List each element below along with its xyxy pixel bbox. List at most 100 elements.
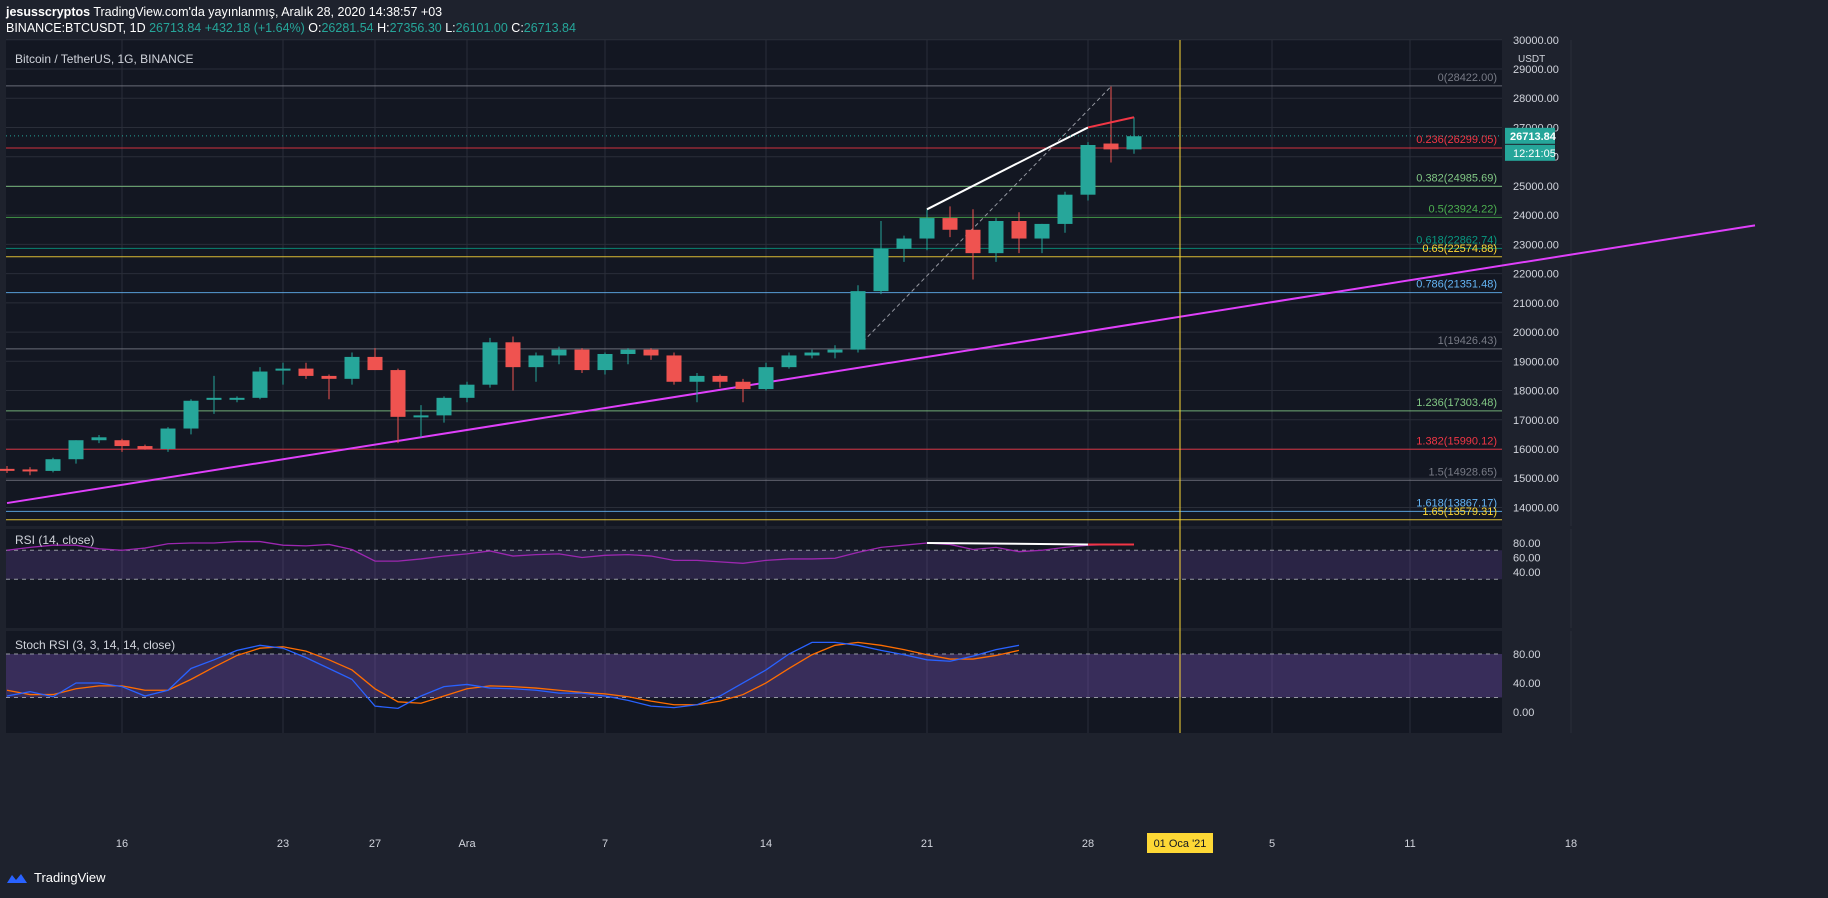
candle-body <box>666 355 682 382</box>
price-tick-label: 16000.00 <box>1513 444 1559 456</box>
price-tick-label: 28000.00 <box>1513 93 1559 105</box>
date-tick-label: 27 <box>369 838 381 850</box>
fib-level-label: 0.65(22574.88) <box>1422 243 1497 255</box>
fib-level-label: 0.5(23924.22) <box>1429 203 1498 215</box>
candle-body <box>413 415 429 418</box>
candle-body <box>22 469 38 472</box>
candle-body <box>988 220 1004 254</box>
candle-body <box>528 355 544 368</box>
date-badge-text: 01 Oca '21 <box>1154 838 1207 850</box>
footer: TradingView <box>6 870 106 885</box>
rsi-tick-label: 80.00 <box>1513 538 1541 550</box>
price-tick-label: 19000.00 <box>1513 356 1559 368</box>
fib-level-label: 1.236(17303.48) <box>1416 397 1497 409</box>
date-tick-label: 11 <box>1404 838 1415 850</box>
candle-body <box>965 229 981 254</box>
header: jesusscryptos TradingView.com'da yayınla… <box>6 4 576 36</box>
price-tick-label: 29000.00 <box>1513 64 1559 76</box>
low-value: 26101.00 <box>455 21 508 35</box>
date-tick-label: 18 <box>1565 838 1577 850</box>
date-tick-label: 16 <box>116 838 128 850</box>
divergence-line-price <box>926 126 1089 211</box>
candle-body <box>206 397 222 400</box>
price-tick-label: 30000.00 <box>1513 35 1559 47</box>
ohlc-line: BINANCE:BTCUSDT, 1D 26713.84 +432.18 (+1… <box>6 20 576 36</box>
last-price-badge <box>1505 127 1555 144</box>
candle-body <box>781 355 797 368</box>
publish-info: jesusscryptos TradingView.com'da yayınla… <box>6 4 576 20</box>
tradingview-logo-icon <box>7 873 27 883</box>
currency-label: USDT <box>1518 54 1545 65</box>
publisher-name[interactable]: jesusscryptos <box>6 5 91 19</box>
candle-body <box>1034 223 1050 239</box>
divergence-line-rsi <box>926 542 1089 546</box>
published-text: TradingView.com'da yayınlanmış, Aralık 2… <box>93 5 443 19</box>
candle-body <box>367 356 383 371</box>
candle-body <box>689 375 705 382</box>
candle-body <box>1057 194 1073 224</box>
candle-body <box>0 468 15 471</box>
open-label: O: <box>308 21 322 35</box>
divergence-line-price-red <box>1087 116 1135 129</box>
candle-body <box>1126 136 1142 150</box>
fib-level-label: 0.786(21351.48) <box>1416 279 1497 291</box>
open-value: 26281.54 <box>321 21 374 35</box>
rsi-title: RSI (14, close) <box>15 533 94 547</box>
date-tick-label: 5 <box>1269 838 1275 850</box>
symbol: BINANCE:BTCUSDT, 1D <box>6 21 146 35</box>
price-tick-label: 24000.00 <box>1513 210 1559 222</box>
price-tick-label: 22000.00 <box>1513 269 1559 281</box>
price-tick-label: 25000.00 <box>1513 181 1559 193</box>
stoch-title: Stoch RSI (3, 3, 14, 14, close) <box>15 638 175 652</box>
stoch-d-line <box>6 641 1020 706</box>
candle-body <box>712 375 728 382</box>
candle-body <box>758 367 774 390</box>
fib-level-label: 0.618(22862.74) <box>1416 234 1497 246</box>
rsi-band <box>6 550 1502 580</box>
candle-body <box>643 349 659 356</box>
support-trendline <box>6 224 1756 505</box>
candle-body <box>574 349 590 371</box>
stoch-k-line <box>6 641 1020 710</box>
candle-body <box>873 248 889 292</box>
candle-body <box>482 342 498 385</box>
rsi-tick-label: 40.00 <box>1513 567 1541 579</box>
date-tick-label: 21 <box>921 838 933 850</box>
low-label: L: <box>445 21 456 35</box>
stoch-tick-label: 80.00 <box>1513 649 1541 661</box>
footer-brand: TradingView <box>34 870 106 885</box>
price-tick-label: 23000.00 <box>1513 239 1559 251</box>
candle-body <box>91 437 107 441</box>
candle-body <box>942 218 958 230</box>
high-value: 27356.30 <box>389 21 442 35</box>
fib-level-label: 0.236(26299.05) <box>1416 134 1497 146</box>
candle-body <box>183 400 199 429</box>
date-tick-label: 7 <box>602 838 608 850</box>
high-label: H: <box>377 21 390 35</box>
fib-level-label: 1.618(13867.17) <box>1416 497 1497 509</box>
candle-body <box>551 349 567 356</box>
price-pane <box>6 40 1502 526</box>
candle-body <box>804 352 820 356</box>
close-label: C: <box>511 21 524 35</box>
date-tick-label: Ara <box>458 838 476 850</box>
candle-body <box>45 459 61 471</box>
countdown-badge-text: 12:21:05 <box>1513 148 1556 160</box>
fib-anchor-dashed-line <box>857 86 1112 348</box>
candle-body <box>850 291 866 350</box>
close-value: 26713.84 <box>523 21 576 35</box>
rsi-pane <box>6 529 1502 628</box>
price-tick-label: 20000.00 <box>1513 327 1559 339</box>
candle-body <box>1103 143 1119 150</box>
rsi-line <box>6 540 1134 564</box>
stoch-tick-label: 0.00 <box>1513 707 1534 719</box>
candle-body <box>137 446 153 449</box>
price-tick-label: 17000.00 <box>1513 415 1559 427</box>
candle-body <box>1011 220 1027 239</box>
stoch-pane <box>6 631 1502 733</box>
price-tick-label: 21000.00 <box>1513 298 1559 310</box>
candle-body <box>344 356 360 379</box>
candle-body <box>160 428 176 449</box>
rsi-tick-label: 60.00 <box>1513 552 1541 564</box>
